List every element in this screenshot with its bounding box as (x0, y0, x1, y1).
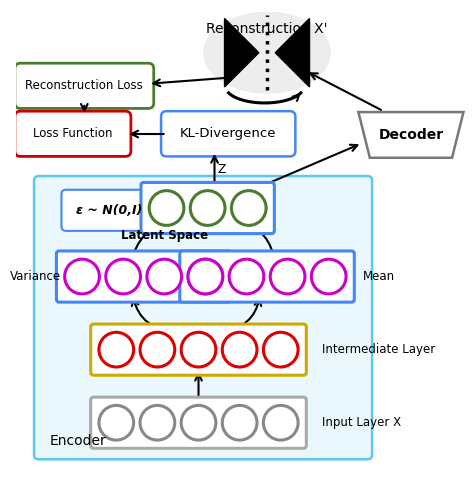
Circle shape (222, 406, 257, 440)
FancyBboxPatch shape (34, 176, 372, 459)
Circle shape (140, 406, 175, 440)
Circle shape (181, 406, 216, 440)
FancyBboxPatch shape (161, 111, 295, 156)
Circle shape (229, 259, 264, 294)
FancyBboxPatch shape (62, 190, 157, 231)
FancyBboxPatch shape (15, 63, 154, 108)
Circle shape (64, 259, 100, 294)
FancyBboxPatch shape (180, 251, 354, 302)
Ellipse shape (203, 12, 331, 94)
Circle shape (264, 406, 298, 440)
Circle shape (99, 406, 134, 440)
FancyBboxPatch shape (91, 397, 306, 448)
Circle shape (188, 259, 223, 294)
Circle shape (181, 332, 216, 367)
Polygon shape (358, 112, 464, 158)
Text: Encoder: Encoder (50, 434, 107, 448)
Text: KL-Divergence: KL-Divergence (180, 127, 276, 140)
Text: Decoder: Decoder (378, 128, 444, 142)
Circle shape (264, 332, 298, 367)
Circle shape (149, 191, 184, 226)
Text: Input Layer X: Input Layer X (322, 416, 401, 429)
Text: Variance: Variance (10, 270, 62, 283)
FancyBboxPatch shape (56, 251, 231, 302)
FancyBboxPatch shape (141, 182, 274, 234)
Polygon shape (275, 18, 310, 87)
Circle shape (140, 332, 175, 367)
Text: Latent Space: Latent Space (121, 229, 208, 242)
Circle shape (222, 332, 257, 367)
Circle shape (311, 259, 346, 294)
Text: Reconstruction X': Reconstruction X' (206, 22, 328, 36)
Text: Z: Z (217, 163, 226, 176)
Text: Intermediate Layer: Intermediate Layer (322, 343, 435, 356)
Text: ε ~ N(0,I): ε ~ N(0,I) (76, 204, 143, 217)
Circle shape (231, 191, 266, 226)
Circle shape (270, 259, 305, 294)
Circle shape (147, 259, 182, 294)
Text: Reconstruction Loss: Reconstruction Loss (26, 79, 143, 92)
Circle shape (190, 191, 225, 226)
Polygon shape (225, 18, 259, 87)
Circle shape (188, 259, 223, 294)
Text: Loss Function: Loss Function (33, 127, 113, 140)
FancyBboxPatch shape (91, 324, 306, 375)
Text: Mean: Mean (363, 270, 395, 283)
FancyBboxPatch shape (15, 111, 131, 156)
Circle shape (99, 332, 134, 367)
Circle shape (106, 259, 140, 294)
